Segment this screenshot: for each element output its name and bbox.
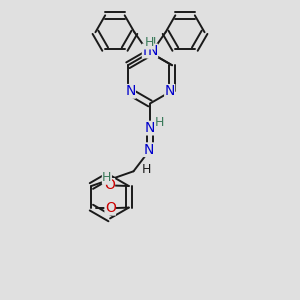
Text: H: H <box>146 36 156 49</box>
Text: N: N <box>142 44 153 58</box>
Text: H: H <box>144 36 154 49</box>
Text: O: O <box>104 178 115 192</box>
Text: H: H <box>141 163 151 176</box>
Text: N: N <box>145 121 155 135</box>
Text: N: N <box>145 44 155 57</box>
Text: H: H <box>102 171 112 184</box>
Text: H: H <box>155 116 165 129</box>
Text: N: N <box>147 44 158 58</box>
Text: N: N <box>164 84 175 98</box>
Text: N: N <box>143 143 154 157</box>
Text: O: O <box>105 201 116 215</box>
Text: N: N <box>125 84 136 98</box>
